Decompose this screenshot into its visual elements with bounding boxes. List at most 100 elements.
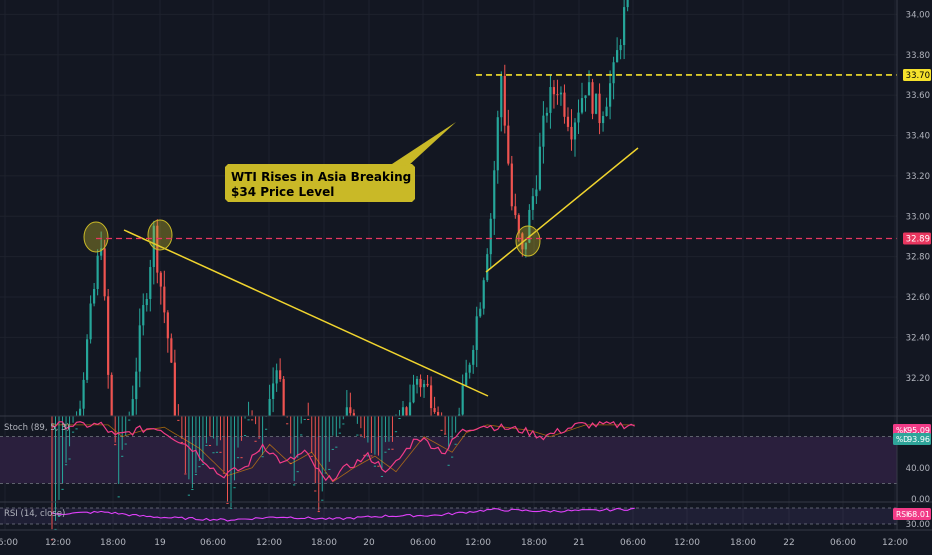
stoch-d-line [52,424,635,483]
candle-body [370,455,373,457]
candle-body [514,206,517,216]
candle-body [440,429,443,431]
pivot-circle-1[interactable] [83,221,109,253]
candle-body [366,455,369,457]
candle-body [265,428,268,430]
candle-body [82,379,85,409]
descending-trendline[interactable] [123,229,489,397]
candle-body [626,0,629,8]
candle-body [233,487,236,489]
candle-body [138,325,141,372]
candle-body [261,456,264,458]
candle-body [268,398,271,416]
candle-body [352,413,355,416]
candle-body [507,125,510,164]
rsi-badge-bg [893,508,931,520]
candle-body [166,312,169,339]
candle-body [608,83,612,107]
candle-body [149,267,152,299]
candle-body [131,399,134,416]
candle-body [570,126,573,140]
candle-body [96,255,99,289]
indicators: Stoch (89, 5, 3) RSI (14, close) [0,74,897,525]
candle-body [454,443,457,445]
candle-body [50,539,54,541]
pivot-circle-2[interactable] [147,219,173,251]
candle-body [601,116,605,124]
y-tick-label: 32.40 [906,333,930,343]
candle-body [489,218,492,255]
candle-body [300,434,303,436]
candle-body [556,94,559,96]
candle-body [559,92,563,95]
x-tick-label: 19 [154,538,166,548]
x-tick-label: 06:00 [200,538,226,548]
candle-body [184,473,187,475]
candle-body [429,385,433,409]
candle-body [496,117,499,171]
rsi-badge-label: RSI [896,510,908,519]
candle-body [282,379,285,416]
y-tick-label: 32.20 [906,374,930,384]
candle-body [229,507,233,509]
y-tick-label: 33.20 [906,172,930,182]
candle-body [57,515,61,517]
candle-body [191,489,194,491]
candle-body [465,372,468,386]
candle-body [187,494,190,496]
pivot-circle-3[interactable] [515,225,541,257]
candle-body [349,407,352,414]
candle-body [398,417,401,419]
candle-body [201,463,205,465]
candle-body [482,280,485,309]
stoch-y-tick-label: 0.00 [911,495,930,505]
candle-body [503,75,506,126]
candle-body [542,115,545,147]
candle-body [314,490,317,492]
candle-body [226,502,229,504]
stoch-band [0,436,897,524]
candle-body [598,93,601,124]
annotation-text-line-2: $34 Price Level [231,185,334,199]
candle-body [170,338,173,363]
drawings: WTI Rises in Asia Breaking $34 Price Lev… [83,122,639,397]
candle-body [444,433,447,435]
candle-body [580,98,584,113]
candle-body [535,189,538,197]
candle-body [194,474,198,476]
candle-body [538,146,541,190]
candle-body [163,286,166,313]
x-tick-label: 22 [783,538,794,548]
candle-body [468,364,471,373]
annotation-callout-body[interactable] [225,164,415,202]
candle-body [472,349,475,365]
candle-body [549,87,552,113]
y-tick-label: 32.60 [906,293,930,303]
candle-body [250,419,254,421]
candle-body [605,106,608,117]
candle-body [54,528,57,530]
candle-body [121,455,124,457]
candle-body [78,408,82,416]
candle-body [152,225,155,268]
x-tick-label: 06:00 [0,538,18,548]
candle-body [145,298,148,306]
candle-body [391,448,394,450]
candle-body [587,82,591,96]
candle-body [100,248,103,256]
candle-body [293,484,296,486]
y-tick-label: 33.00 [906,212,930,222]
ascending-trendline[interactable] [485,147,639,273]
candle-body [275,370,278,384]
candle-body [426,383,429,386]
candle-body [310,455,313,457]
candle-body [93,288,96,304]
x-tick-label: 12:00 [256,538,282,548]
rsi-y-tick-label: 30.00 [906,520,930,530]
annotation-callout-pointer [392,122,456,166]
candle-body [208,444,212,446]
candle-body [493,170,496,219]
x-tick-label: 06:00 [830,538,856,548]
candle-body [219,451,222,453]
